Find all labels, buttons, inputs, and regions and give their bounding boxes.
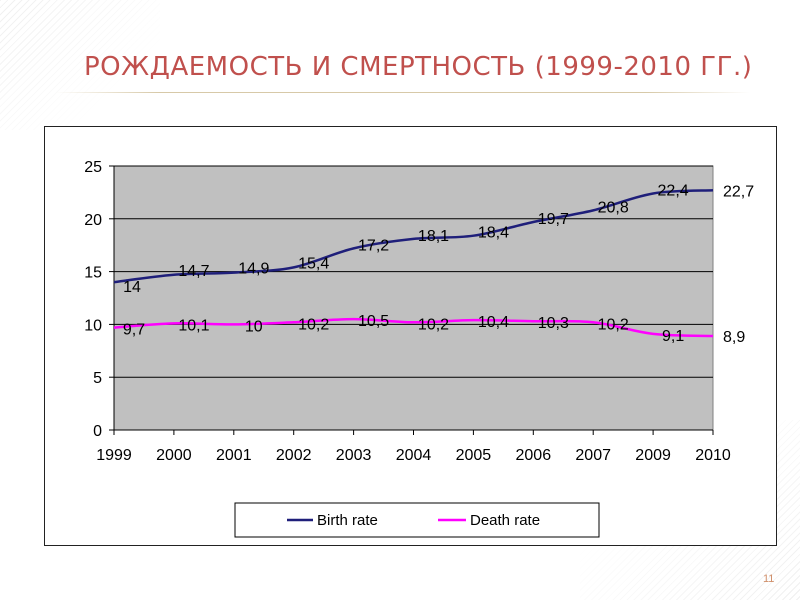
x-tick-label: 2005 [456, 447, 492, 464]
x-tick-label: 2010 [695, 447, 731, 464]
chart-svg: 0 5 10 15 20 25 1999 2000 2001 2002 2003 2004 2005 20… [84, 159, 754, 538]
y-tick-label: 15 [84, 265, 102, 282]
chart-frame: 0 5 10 15 20 25 1999 2000 2001 2002 2003 2004 2005 20… [44, 126, 777, 546]
data-label-birth-rate: 14 [123, 279, 141, 296]
data-label-death-rate: 10,4 [478, 314, 509, 331]
x-tick-label: 2003 [336, 447, 372, 464]
data-label-birth-rate: 19,7 [538, 211, 569, 228]
data-label-death-rate: 10,2 [418, 316, 449, 333]
page-number: 11 [763, 573, 775, 585]
x-tick-label: 2004 [396, 447, 432, 464]
y-tick-label: 0 [93, 423, 102, 440]
data-label-birth-rate: 18,1 [418, 228, 449, 245]
data-label-birth-rate: 15,4 [298, 255, 329, 272]
x-tick-label: 1999 [96, 447, 132, 464]
y-tick-label: 5 [93, 370, 102, 387]
data-label-birth-rate: 14,7 [178, 263, 209, 280]
x-tick-label: 2001 [216, 447, 252, 464]
data-label-death-rate: 10,2 [598, 316, 629, 333]
data-label-death-rate: 9,7 [123, 322, 145, 339]
legend-label-death-rate: Death rate [470, 512, 540, 529]
data-label-birth-rate: 22,4 [658, 182, 689, 199]
series-line-death-rate [113, 317, 714, 338]
plot-area [113, 165, 714, 431]
data-label-death-rate: 10,1 [178, 317, 209, 334]
data-label-birth-rate: 14,9 [238, 261, 269, 278]
x-tick-label: 2009 [635, 447, 671, 464]
y-tick-label: 10 [84, 317, 102, 334]
x-tick-label: 2002 [276, 447, 312, 464]
data-label-birth-rate: 20,8 [598, 199, 629, 216]
data-label-death-rate: 8,9 [723, 329, 745, 346]
legend-label-birth-rate: Birth rate [317, 512, 378, 529]
y-tick-label: 25 [84, 159, 102, 176]
data-label-death-rate: 10,3 [538, 315, 569, 332]
decorative-corner-top-left [0, 0, 160, 130]
data-label-birth-rate: 18,4 [478, 225, 509, 242]
data-label-birth-rate: 22,7 [723, 183, 754, 200]
data-label-death-rate: 10,2 [298, 316, 329, 333]
data-label-death-rate: 10 [245, 318, 263, 335]
x-tick-label: 2006 [516, 447, 552, 464]
data-label-birth-rate: 17,2 [358, 237, 389, 254]
data-label-death-rate: 9,1 [662, 328, 684, 345]
slide-title: РОЖДАЕМОСТЬ И СМЕРТНОСТЬ (1999-2010 ГГ.) [84, 52, 753, 82]
data-label-death-rate: 10,5 [358, 313, 389, 330]
x-tick-label: 2000 [156, 447, 192, 464]
y-tick-label: 20 [84, 212, 102, 229]
title-divider [55, 92, 750, 93]
x-tick-label: 2007 [575, 447, 611, 464]
series-line-birth-rate [113, 189, 714, 284]
